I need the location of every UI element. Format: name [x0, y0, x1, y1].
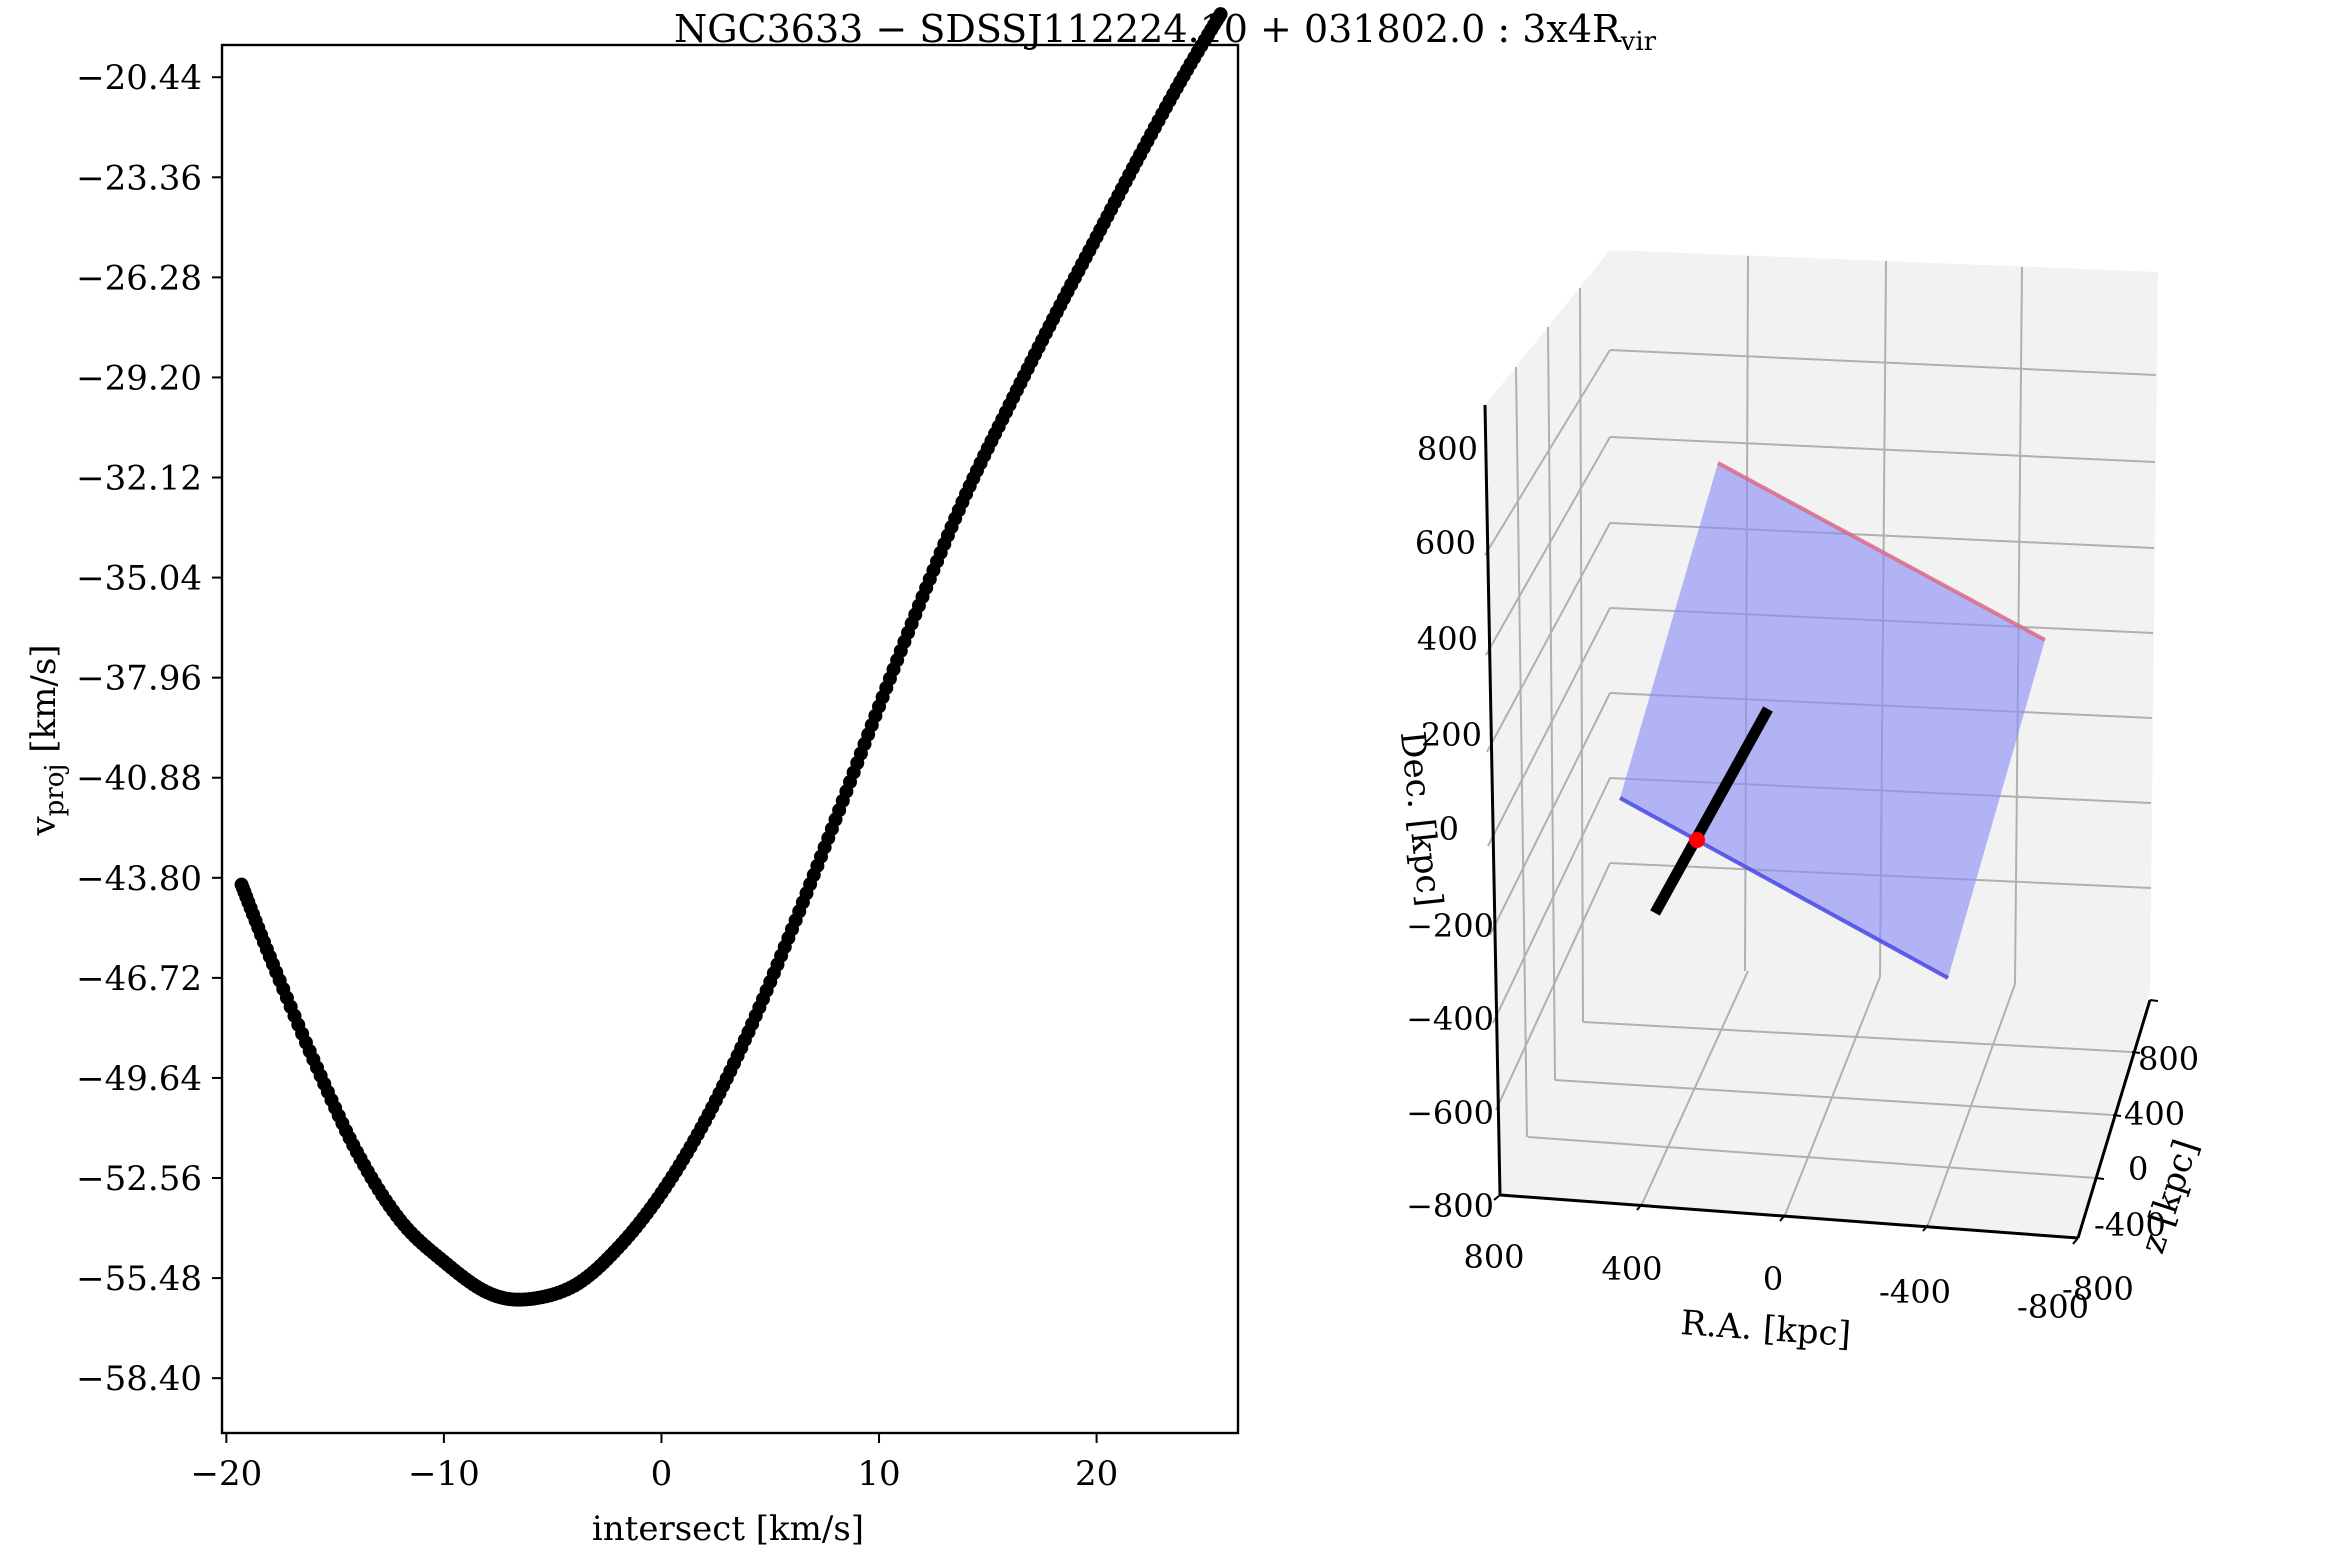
- ra-tick-labels: 800 400 0 -400 -800: [1463, 1238, 2088, 1326]
- volume-box-top-edge: [1717, 461, 2046, 642]
- z-tick-label: 0: [2128, 1150, 2148, 1188]
- sightline-3d-plot: 800 600 400 200 0 −200 −400 −600 −800 80…: [1392, 250, 2207, 1355]
- ra-tick-label: 400: [1601, 1250, 1662, 1288]
- velocity-plot: −20 −10 0 10 20 −20.44 −23.36 −26.28 −29.20 −32.…: [24, 7, 1240, 1549]
- y-tick-label: −52.56: [76, 1159, 202, 1199]
- y-tick-label: −20.44: [76, 58, 202, 98]
- y-tick-label: −40.88: [76, 759, 202, 799]
- ra-tick-label: 800: [1463, 1238, 1524, 1276]
- y-axis-label: vproj [km/s]: [24, 644, 70, 836]
- dec-tick-label: 800: [1417, 430, 1478, 468]
- dec-tick-label: −200: [1406, 907, 1494, 945]
- y-axis-ticks: −20.44 −23.36 −26.28 −29.20 −32.12 −35.04 −37.…: [76, 58, 222, 1399]
- velocity-series: [234, 7, 1228, 1307]
- y-tick-label: −29.20: [76, 358, 202, 398]
- z-tick-label: 400: [2124, 1095, 2185, 1133]
- x-tick-label: 0: [651, 1454, 673, 1494]
- z-tick-label: 800: [2138, 1040, 2199, 1078]
- ra-axis-label: R.A. [kpc]: [1679, 1303, 1852, 1355]
- volume-box-bottom-edge: [1619, 796, 1949, 980]
- x-axis-label: intersect [km/s]: [592, 1509, 864, 1549]
- plot-frame: [220, 43, 1240, 1435]
- axis-ticks: [1493, 999, 2159, 1245]
- sightline: [1650, 706, 1773, 916]
- dec-tick-label: −800: [1406, 1187, 1494, 1225]
- dec-tick-label: 400: [1417, 620, 1478, 658]
- y-tick-label: −46.72: [76, 959, 202, 999]
- y-tick-label: −37.96: [76, 659, 202, 699]
- figure-title: NGC3633 − SDSSJ112224.10 + 031802.0 : 3x…: [674, 7, 1657, 57]
- y-tick-label: −26.28: [76, 258, 202, 298]
- dec-tick-label: 600: [1415, 524, 1476, 562]
- x-tick-label: −10: [408, 1454, 480, 1494]
- dec-tick-label: 0: [1439, 810, 1459, 848]
- y-axis-label-main: v: [24, 816, 64, 837]
- z-tick-label: -400: [2094, 1206, 2166, 1244]
- floor-pane: [1500, 965, 2150, 1238]
- x-tick-label: −20: [190, 1454, 262, 1494]
- left-pane: [1485, 250, 1610, 1195]
- y-tick-label: −35.04: [76, 559, 202, 599]
- dec-tick-labels: 800 600 400 200 0 −200 −400 −600 −800: [1406, 430, 1494, 1225]
- y-tick-label: −43.80: [76, 859, 202, 899]
- y-axis-label-subscript: proj: [40, 764, 70, 817]
- figure-title-subscript: vir: [1620, 27, 1657, 57]
- figure-title-main: NGC3633 − SDSSJ112224.10 + 031802.0 : 3x…: [674, 7, 1622, 51]
- volume-box: [1620, 463, 2045, 978]
- x-axis-ticks: −20 −10 0 10 20: [190, 1433, 1118, 1494]
- x-tick-label: 20: [1075, 1454, 1118, 1494]
- z-tick-label: -800: [2062, 1270, 2134, 1308]
- dec-tick-label: 200: [1421, 716, 1482, 754]
- dec-tick-label: −600: [1406, 1094, 1494, 1132]
- y-tick-label: −58.40: [76, 1359, 202, 1399]
- z-tick-labels: 800 400 0 -400 -800: [2062, 1040, 2199, 1308]
- ra-tick-label: 0: [1763, 1260, 1783, 1298]
- dec-axis-label: Dec. [kpc]: [1392, 729, 1450, 908]
- y-tick-label: −23.36: [76, 158, 202, 198]
- y-tick-label: −49.64: [76, 1059, 202, 1099]
- axis-lines: [1483, 404, 2152, 1240]
- ra-tick-label: -800: [2017, 1288, 2089, 1326]
- y-tick-label: −55.48: [76, 1259, 202, 1299]
- galaxy-marker: [1689, 832, 1705, 848]
- ra-tick-label: -400: [1879, 1273, 1951, 1311]
- dec-tick-label: −400: [1406, 1000, 1494, 1038]
- x-tick-label: 10: [857, 1454, 900, 1494]
- y-axis-label-unit: [km/s]: [24, 644, 64, 763]
- y-tick-label: −32.12: [76, 459, 202, 499]
- data-point: [1213, 7, 1228, 22]
